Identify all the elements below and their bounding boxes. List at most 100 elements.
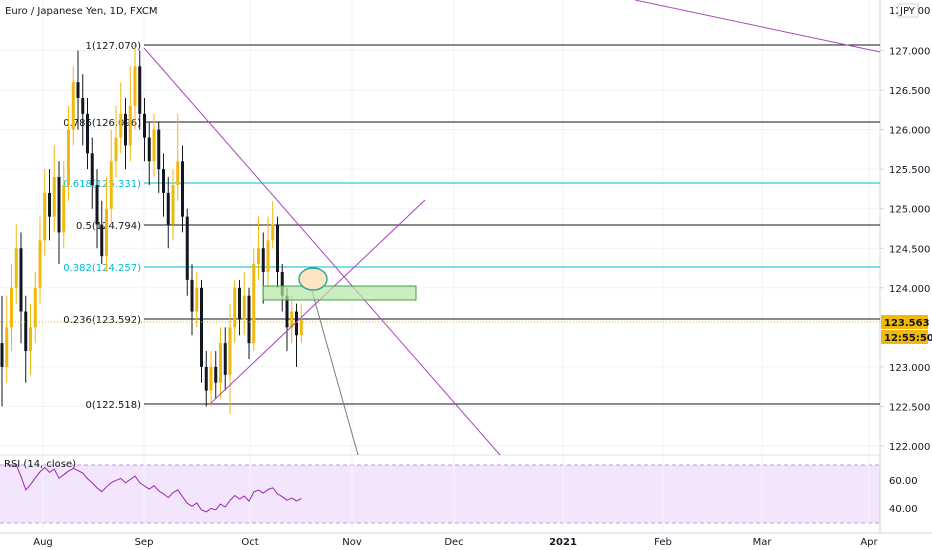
candle-body bbox=[280, 271, 284, 296]
time-tick: Sep bbox=[135, 537, 154, 548]
price-tick: 122.000 bbox=[889, 442, 930, 453]
candle-body bbox=[285, 295, 289, 328]
projection-line[interactable] bbox=[309, 283, 359, 456]
ascending-trendline[interactable] bbox=[209, 199, 426, 405]
time-tick: Dec bbox=[444, 537, 463, 548]
candle-body bbox=[5, 327, 9, 367]
candle-body bbox=[0, 343, 4, 367]
candle-body bbox=[14, 248, 18, 288]
candle-body bbox=[152, 129, 156, 162]
time-axis[interactable]: Aug Sep Oct Nov Dec 2021 Feb Mar Apr bbox=[33, 537, 878, 548]
candle-body bbox=[62, 184, 66, 233]
candle-body bbox=[271, 224, 275, 241]
candle-body bbox=[166, 192, 170, 225]
candle-body bbox=[162, 169, 165, 193]
descending-trendline[interactable] bbox=[143, 47, 501, 456]
candle-body bbox=[138, 66, 142, 114]
candle-body bbox=[76, 82, 80, 98]
candle-body bbox=[223, 343, 227, 375]
candle-body bbox=[124, 113, 127, 146]
candle-body bbox=[185, 216, 189, 280]
candle-body bbox=[299, 319, 303, 336]
candle-body bbox=[228, 327, 232, 375]
candle-body bbox=[114, 137, 118, 162]
time-tick: Nov bbox=[342, 537, 362, 548]
candle-body bbox=[238, 287, 241, 320]
candle-body bbox=[242, 295, 246, 320]
price-tick: 125.500 bbox=[889, 165, 930, 176]
candle-body bbox=[10, 287, 13, 328]
candle-body bbox=[204, 366, 208, 391]
candle-body bbox=[157, 129, 161, 170]
fib-label: 0(122.518) bbox=[85, 400, 141, 411]
price-axis[interactable]: 127.000 126.500 126.000 125.500 125.000 124.5… bbox=[880, 6, 930, 453]
fib-label: 0.618(125.331) bbox=[63, 179, 141, 190]
price-tick: 126.500 bbox=[889, 86, 930, 97]
fib-label: 1(127.070) bbox=[85, 41, 141, 52]
time-tick: Oct bbox=[241, 537, 258, 548]
fib-label: 0.786(126.096) bbox=[63, 118, 141, 129]
candle-body bbox=[276, 224, 279, 272]
support-zone-rect[interactable] bbox=[262, 285, 417, 301]
candle-body bbox=[181, 161, 184, 217]
price-tick: 123.000 bbox=[889, 363, 930, 374]
candle-body bbox=[252, 264, 256, 344]
candle-body bbox=[219, 343, 222, 383]
candle-body bbox=[43, 192, 47, 241]
time-tick: Feb bbox=[654, 537, 672, 548]
time-tick: Apr bbox=[860, 537, 878, 548]
candle-body bbox=[33, 287, 37, 328]
price-tick: 124.500 bbox=[889, 244, 930, 255]
time-tick: Mar bbox=[753, 537, 773, 548]
rsi-line bbox=[6, 464, 302, 513]
highlight-ellipse[interactable] bbox=[298, 267, 328, 291]
price-tick: 122.500 bbox=[889, 402, 930, 413]
candle-body bbox=[29, 327, 32, 352]
fib-retracement[interactable]: 1(127.070) 0.786(126.096) 0.618(125.331) 0.… bbox=[63, 41, 880, 411]
fib-label: 0.382(124.257) bbox=[63, 263, 141, 274]
candle-body bbox=[261, 248, 265, 272]
candle-body bbox=[295, 311, 298, 336]
fib-label: 0.236(123.592) bbox=[63, 315, 141, 326]
rsi-band bbox=[0, 465, 880, 523]
rsi-tick-60: 60.00 bbox=[889, 476, 918, 487]
candle-body bbox=[95, 184, 99, 225]
price-tick: 124.000 bbox=[889, 284, 930, 295]
candle-body bbox=[100, 224, 104, 257]
candle-body bbox=[233, 287, 237, 328]
candle-body bbox=[190, 279, 194, 312]
candle-body bbox=[257, 248, 260, 265]
candle-body bbox=[81, 97, 85, 114]
fib-label: 0.5(124.794) bbox=[76, 221, 141, 232]
time-tick: 2021 bbox=[549, 537, 577, 548]
candle-body bbox=[266, 240, 270, 272]
chart-title: Euro / Japanese Yen, 1D, FXCM bbox=[5, 6, 158, 17]
candle-body bbox=[143, 113, 146, 138]
candle-body bbox=[209, 366, 213, 391]
candle-body bbox=[147, 137, 151, 162]
currency-badge[interactable] bbox=[897, 3, 919, 18]
candle-body bbox=[71, 82, 75, 130]
candle-body bbox=[176, 161, 180, 185]
candle-body bbox=[133, 66, 137, 106]
candle-body bbox=[247, 295, 251, 344]
candle-body bbox=[128, 105, 132, 146]
candle-body bbox=[52, 177, 56, 217]
candle-body bbox=[86, 113, 89, 154]
candle-body bbox=[67, 129, 70, 185]
candle-body bbox=[195, 287, 199, 312]
price-tick: 126.000 bbox=[889, 126, 930, 137]
countdown-badge bbox=[881, 330, 928, 344]
upper-trendline[interactable] bbox=[634, 0, 881, 53]
last-price-value: 123.563 bbox=[884, 318, 930, 329]
currency-badge-label: JPY bbox=[899, 6, 916, 17]
candle-body bbox=[290, 311, 294, 328]
candle-body bbox=[171, 184, 175, 225]
price-tick: 127.000 bbox=[889, 47, 930, 58]
rsi-label: RSI (14, close) bbox=[4, 459, 76, 470]
candle-body bbox=[24, 311, 28, 352]
candle-body bbox=[38, 240, 42, 288]
price-tick: 125.000 bbox=[889, 205, 930, 216]
